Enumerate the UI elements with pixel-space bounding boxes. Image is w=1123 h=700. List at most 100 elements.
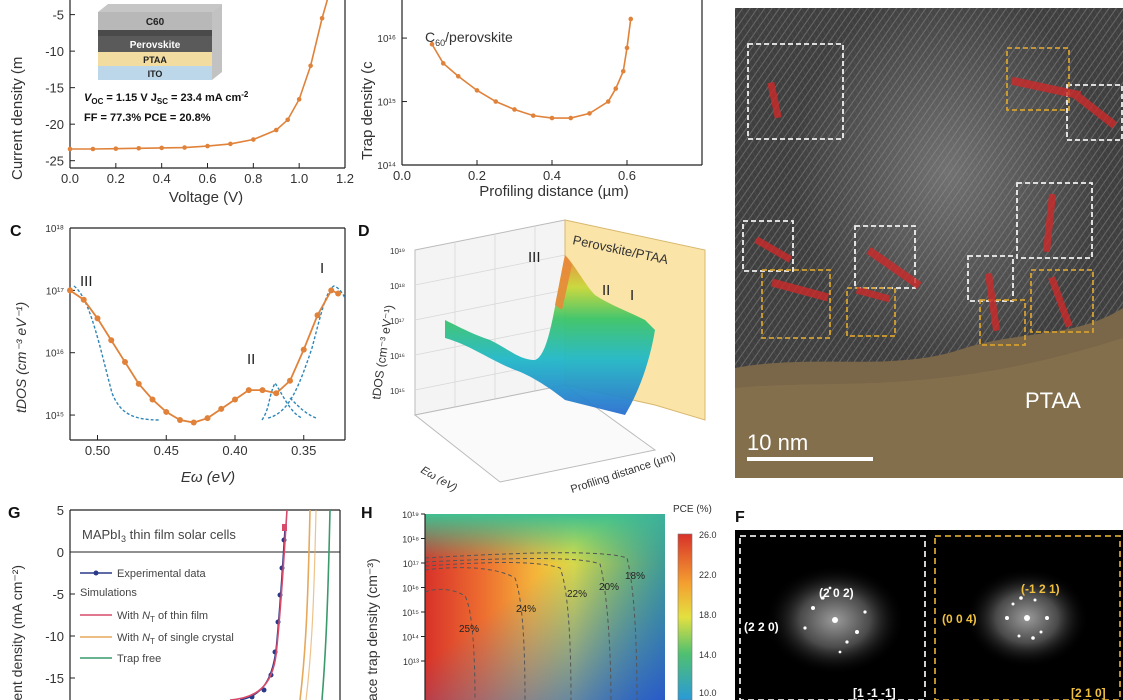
x-tick-label: 1.0 <box>290 171 308 186</box>
y-tick-label: 10¹⁶ <box>45 349 64 360</box>
layer-ito-label: ITO <box>148 69 163 79</box>
svg-text:10¹⁹: 10¹⁹ <box>390 247 405 256</box>
y-ticks: 10¹⁸ 10¹⁷ 10¹⁶ 10¹⁵ <box>45 224 75 422</box>
data-point <box>300 346 307 353</box>
data-point <box>335 290 342 297</box>
legend-trap-free: Trap free <box>117 653 161 665</box>
layer-ptaa <box>98 52 212 66</box>
panel-letter: C <box>10 223 22 240</box>
data-point <box>80 296 87 303</box>
data-point <box>136 145 142 151</box>
curve-experimental <box>239 527 286 700</box>
y-ticks: 10¹⁴ 10¹⁵ 10¹⁶ <box>377 34 407 172</box>
panel-letter: G <box>8 505 20 522</box>
x-ticks: 0.0 0.2 0.4 0.6 <box>393 160 636 183</box>
x-tick-label: 0.40 <box>222 443 247 458</box>
x-tick-label: 0.4 <box>153 171 171 186</box>
panel-b: 10¹⁴ 10¹⁵ 10¹⁶ 0.0 0.2 0.4 0.6 C60/perovskite… <box>359 0 703 200</box>
data-point <box>228 141 233 147</box>
y-axis-label: Trap density (c <box>359 61 376 160</box>
data-point <box>245 387 252 394</box>
colorbar-tick-14: 14.0 <box>699 650 717 660</box>
svg-text:10¹⁷: 10¹⁷ <box>390 317 405 326</box>
data-point <box>620 68 626 74</box>
colorbar-tick-10: 10.0 <box>699 688 717 698</box>
data-point <box>296 97 302 102</box>
data-point <box>190 419 197 426</box>
data-point <box>440 61 446 66</box>
contour-20: 20% <box>599 582 619 593</box>
legend-experimental: Experimental data <box>117 568 207 580</box>
y-tick-label: 10¹³ <box>403 657 419 667</box>
tdos-curve <box>69 289 339 424</box>
material-label: PTAA <box>1025 388 1081 413</box>
x-tick-label: 1.2 <box>336 171 354 186</box>
layer-dark <box>98 30 212 36</box>
contour-22: 22% <box>567 589 587 600</box>
colorbar-title: PCE (%) <box>673 504 712 515</box>
layer-ptaa-label: PTAA <box>143 55 167 65</box>
y-tick-label: -20 <box>45 117 64 132</box>
curve-thin-film <box>229 509 288 700</box>
data-point <box>429 41 435 47</box>
fft-left-spots <box>803 586 867 654</box>
fft-left-label-202: (2 0 2) <box>819 586 854 600</box>
heatmap <box>425 514 665 700</box>
y-tick-label: 10¹⁵ <box>45 411 64 422</box>
layer-perovskite-label: Perovskite <box>130 40 181 51</box>
component-ii <box>261 381 303 421</box>
metrics-line-2: FF = 77.3% PCE = 20.8% <box>84 112 211 124</box>
z-tick-labels: 10¹⁹ 10¹⁸ 10¹⁷ 10¹⁶ 10¹⁵ <box>390 247 405 396</box>
peak-ii-label: II <box>602 282 610 299</box>
data-point <box>319 15 325 21</box>
x-tick-label: 0.0 <box>393 168 411 183</box>
peak-iii-label: III <box>528 249 541 266</box>
data-point <box>273 127 279 133</box>
y-axis-label: tDOS (cm⁻³ eV⁻¹) <box>13 302 29 413</box>
component-ii-b <box>289 397 317 419</box>
x-axis-label: Eω (eV) <box>419 464 460 494</box>
layer-c60 <box>98 12 212 30</box>
device-stack-inset: C60 Perovskite PTAA ITO <box>98 4 222 80</box>
y-axis-label: rrent density (mA cm⁻²) <box>9 565 25 700</box>
data-point <box>251 137 256 142</box>
data-point <box>204 415 211 422</box>
x-tick-label: 0.2 <box>107 171 125 186</box>
curve-single-crystal <box>299 509 311 700</box>
contour-24: 24% <box>516 604 536 615</box>
y-tick-label: 0 <box>57 545 64 560</box>
fft-right-spots <box>1005 596 1049 640</box>
y-ticks: 10¹⁹ 10¹⁸ 10¹⁷ 10¹⁶ 10¹⁵ 10¹⁴ 10¹³ <box>402 510 425 667</box>
data-point <box>149 396 156 403</box>
fft-left-box <box>739 535 926 700</box>
colorbar-tick-22: 22.0 <box>699 570 717 580</box>
annotation: C60/perovskite <box>425 29 513 48</box>
floor <box>413 384 657 483</box>
svg-text:10¹⁵: 10¹⁵ <box>390 387 405 396</box>
data-point <box>259 387 266 394</box>
scale-bar-label: 10 nm <box>747 430 808 455</box>
data-point <box>94 315 101 322</box>
peak-i-label: I <box>630 287 634 304</box>
y-tick-label: 10¹⁶ <box>402 584 419 594</box>
fft-right-label-zone: [2 1 0] <box>1071 686 1106 700</box>
panel-letter: D <box>358 223 370 240</box>
data-point <box>285 117 291 123</box>
component-i <box>267 285 346 419</box>
panel-f: F (2 0 2) (2 2 0) [1 -1 -1] (-1 2 1) (0 … <box>735 509 1123 700</box>
legend-simulations: Simulations <box>80 587 137 599</box>
experimental-marker <box>282 524 287 531</box>
lattice-orientation-bands <box>754 76 1118 332</box>
y-tick-label: -15 <box>45 671 64 686</box>
y-axis-label: face trap density (cm⁻³) <box>364 558 380 700</box>
metrics-line-1: VOC = 1.15 V JSC = 23.4 mA cm-2 <box>84 90 249 106</box>
trap-points <box>429 16 634 121</box>
panel-g: G 50-5-10-15-20 MAPbI3 thin film solar c… <box>8 503 341 700</box>
gold-roi-boxes <box>761 47 1094 346</box>
y-ticks: -5 -10 -15 -20 -25 <box>45 8 75 169</box>
data-point <box>605 99 611 104</box>
y-tick-label: 10¹⁴ <box>402 633 419 643</box>
data-point <box>108 337 115 344</box>
white-roi-boxes <box>742 43 1123 302</box>
tdos-surface <box>445 255 655 415</box>
